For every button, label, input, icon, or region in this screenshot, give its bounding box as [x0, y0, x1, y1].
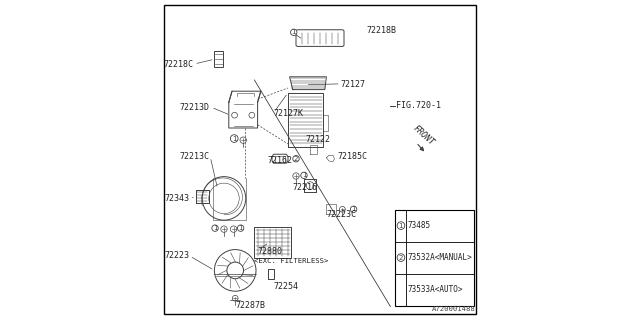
- Text: 1: 1: [212, 225, 218, 231]
- Circle shape: [230, 135, 238, 142]
- Text: 1: 1: [238, 225, 243, 231]
- Text: 1: 1: [399, 223, 403, 228]
- Text: 72162: 72162: [268, 156, 292, 164]
- Text: 72218B: 72218B: [366, 26, 396, 35]
- Text: 1: 1: [232, 136, 237, 141]
- Circle shape: [397, 222, 405, 229]
- Text: FIG.720-1: FIG.720-1: [396, 101, 441, 110]
- Text: 72223C: 72223C: [326, 210, 356, 219]
- Circle shape: [291, 29, 297, 36]
- Text: 72127K: 72127K: [274, 109, 303, 118]
- Bar: [396, 210, 474, 306]
- Text: 73533A<AUTO>: 73533A<AUTO>: [408, 285, 463, 294]
- Text: A720001488: A720001488: [431, 306, 475, 312]
- Text: 72223: 72223: [164, 252, 189, 260]
- Circle shape: [293, 156, 300, 162]
- Text: FRONT: FRONT: [412, 124, 436, 148]
- Text: 2: 2: [399, 255, 403, 260]
- Bar: [214, 51, 223, 67]
- Circle shape: [397, 254, 405, 261]
- Text: 72213D: 72213D: [180, 103, 210, 112]
- Text: <EXC. FILTERLESS>: <EXC. FILTERLESS>: [254, 258, 329, 264]
- Text: 72216: 72216: [292, 183, 318, 192]
- Text: 1: 1: [351, 206, 356, 212]
- Text: 1: 1: [291, 29, 296, 35]
- Text: 72122: 72122: [306, 135, 331, 144]
- Text: 72254: 72254: [274, 282, 299, 291]
- Circle shape: [301, 172, 307, 179]
- Text: 72343: 72343: [164, 194, 189, 203]
- Text: 72218C: 72218C: [164, 60, 193, 68]
- Text: 2: 2: [294, 156, 298, 162]
- Circle shape: [212, 225, 218, 231]
- Text: 72287B: 72287B: [236, 301, 265, 310]
- Text: 73532A<MANUAL>: 73532A<MANUAL>: [408, 253, 472, 262]
- Text: 73485: 73485: [408, 221, 431, 230]
- Text: 72127: 72127: [340, 80, 366, 89]
- Text: 72185C: 72185C: [338, 152, 367, 161]
- Circle shape: [351, 206, 357, 212]
- Text: 72880: 72880: [258, 247, 283, 256]
- Text: 72213C: 72213C: [180, 152, 210, 161]
- Circle shape: [237, 225, 244, 231]
- Text: 1: 1: [301, 172, 307, 178]
